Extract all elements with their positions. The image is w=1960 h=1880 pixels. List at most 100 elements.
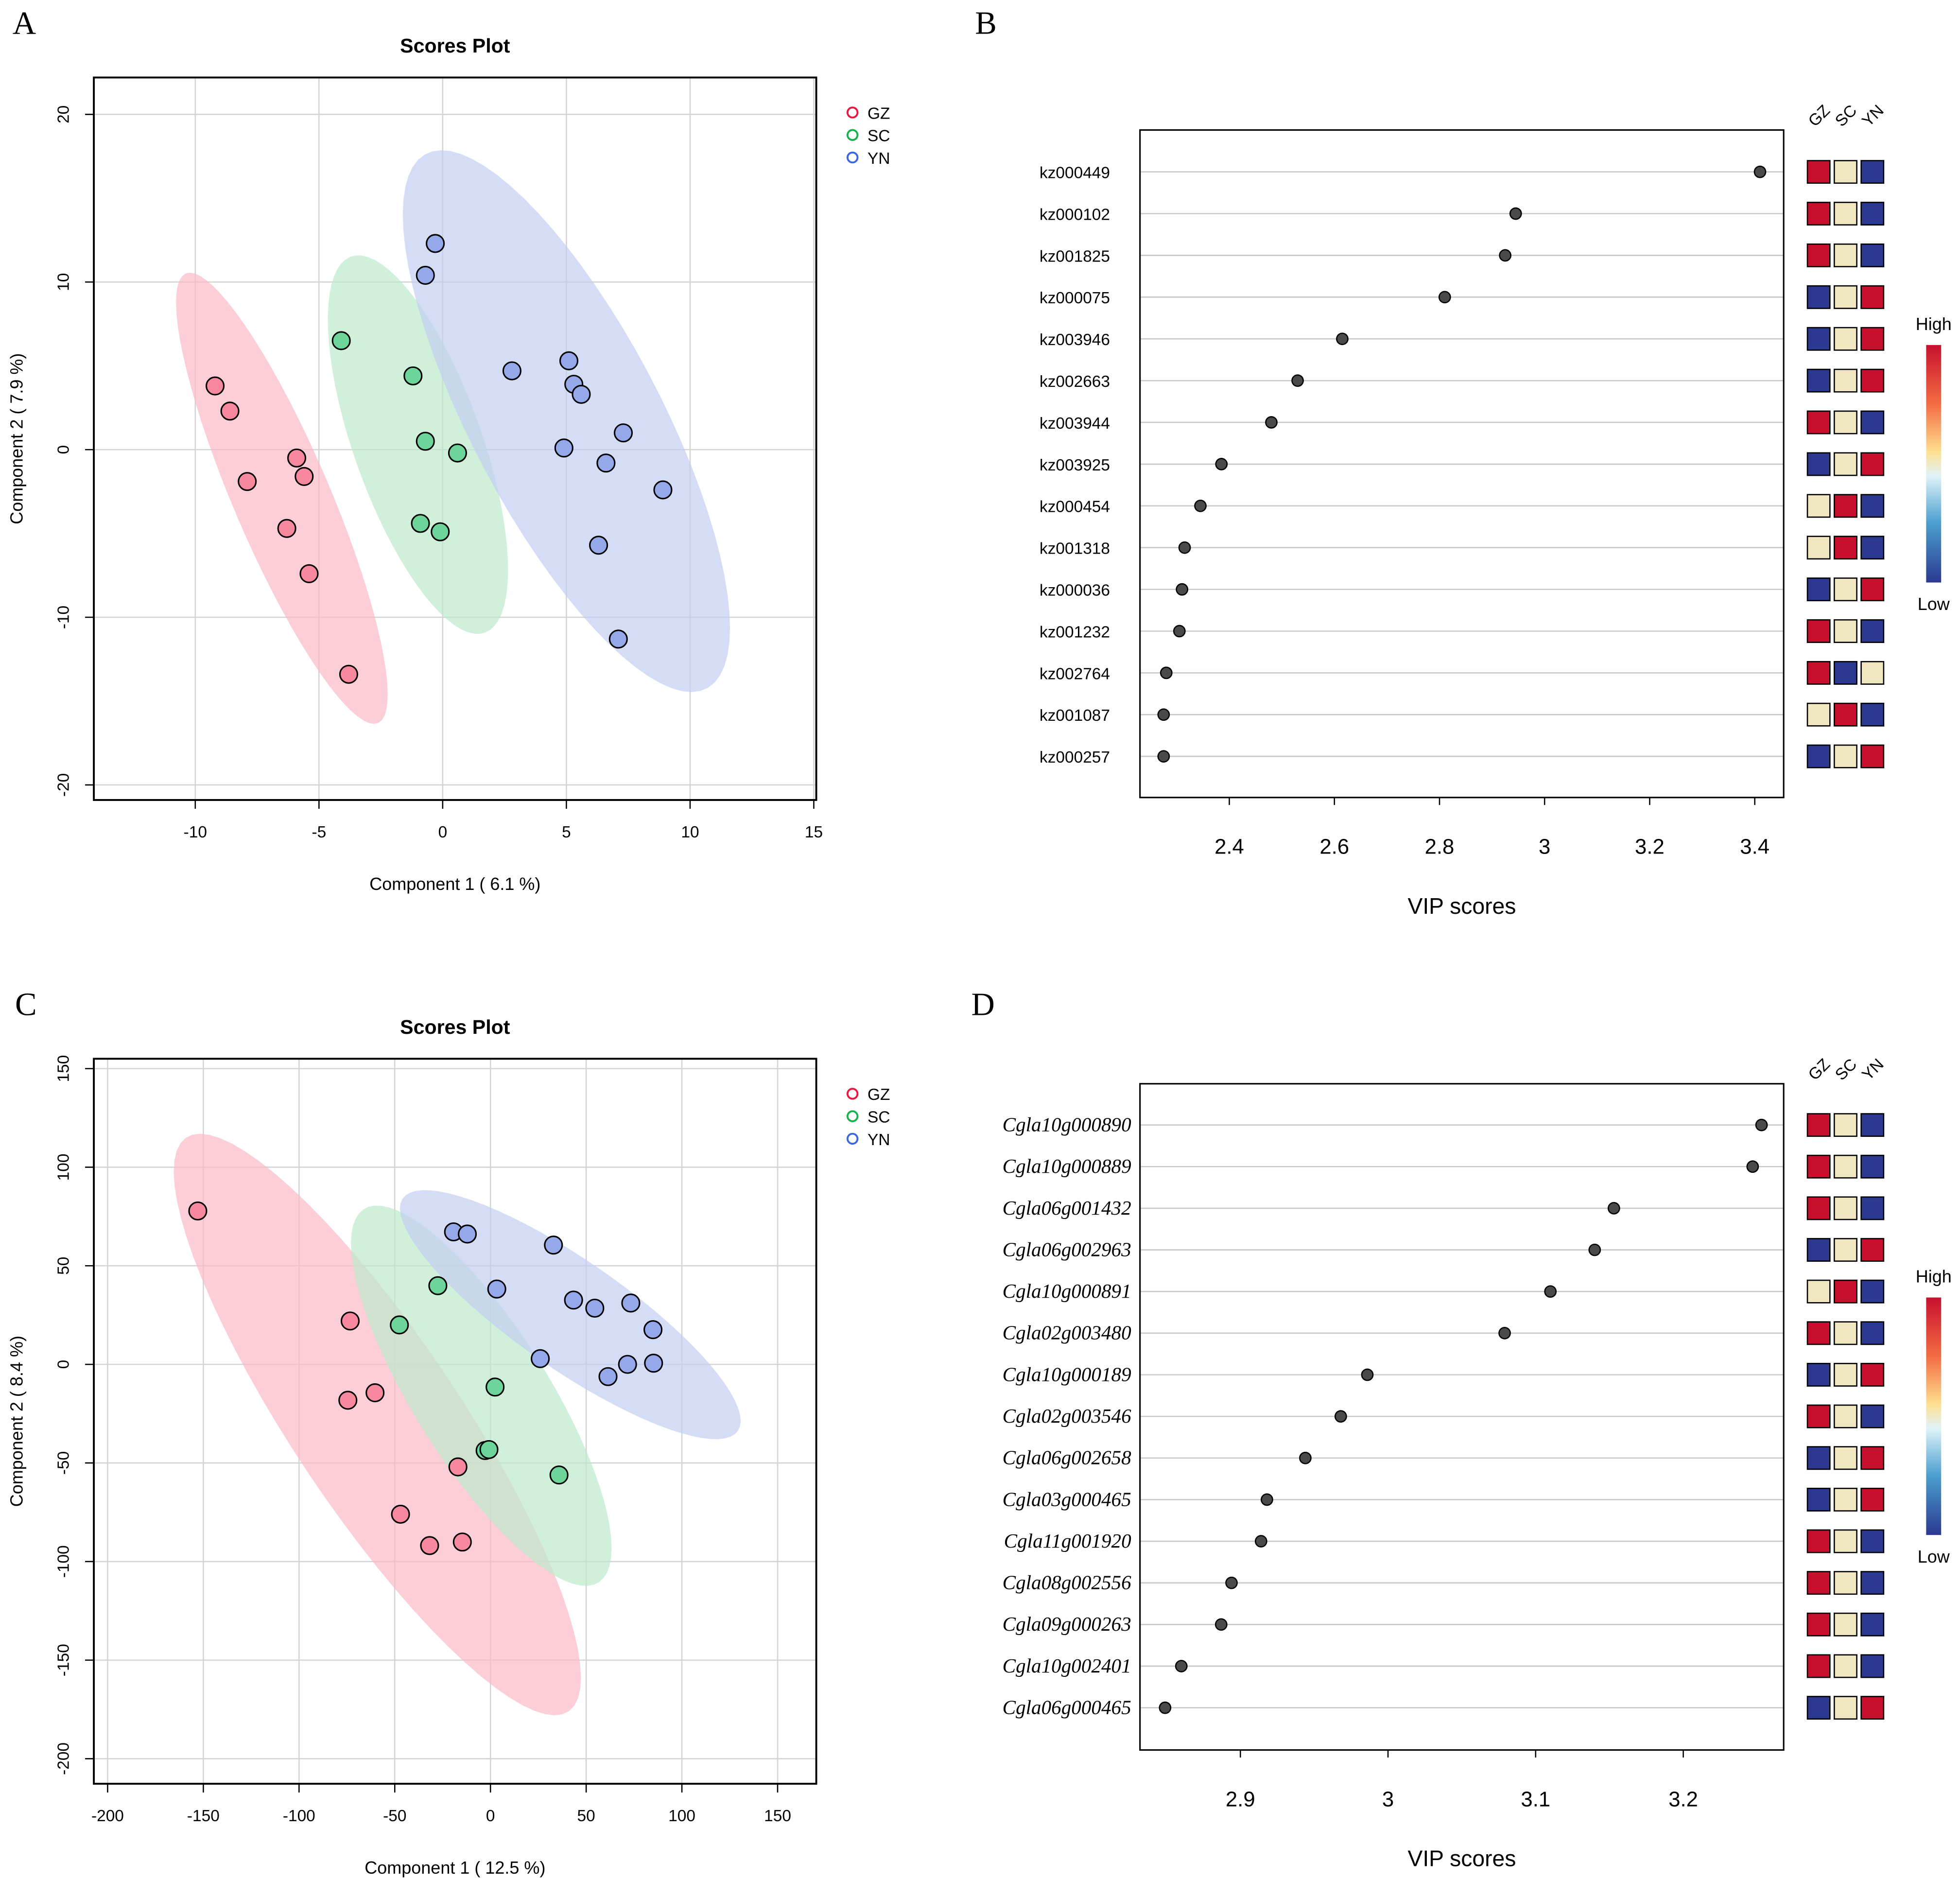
- plot-frame: [1139, 1083, 1785, 1751]
- vip-point: [1499, 249, 1511, 262]
- data-point-yn: [653, 480, 673, 500]
- vip-point: [1265, 416, 1278, 429]
- feature-label: Cgla10g000889: [1003, 1155, 1131, 1177]
- heatmap-cell-gz: [1806, 744, 1831, 768]
- y-axis-label: Component 2 ( 8.4 %): [6, 1336, 26, 1507]
- x-tick-label: -50: [383, 1807, 406, 1825]
- feature-label: kz001232: [1040, 623, 1110, 641]
- x-tick-label: -200: [91, 1807, 124, 1825]
- data-point-yn: [644, 1354, 663, 1373]
- vip-point: [1254, 1535, 1267, 1548]
- feature-label: kz001087: [1040, 707, 1110, 725]
- confidence-ellipse-gz: [173, 1133, 581, 1716]
- heatmap-cell-yn: [1860, 1654, 1885, 1678]
- vip-point: [1178, 541, 1191, 554]
- feature-label: kz002663: [1040, 373, 1110, 391]
- heatmap-cell-sc: [1834, 1154, 1857, 1179]
- data-point-sc: [428, 1276, 448, 1295]
- data-point-yn: [596, 453, 616, 473]
- vip-point: [1746, 1160, 1759, 1173]
- x-tick-label: 3: [1382, 1787, 1394, 1811]
- vip-point: [1215, 458, 1228, 470]
- data-point-gz: [287, 448, 307, 468]
- data-point-yn: [608, 629, 628, 649]
- heatmap-cell-sc: [1834, 744, 1857, 768]
- colorbar-high-label: High: [1916, 1267, 1952, 1287]
- heatmap-cell-yn: [1860, 494, 1885, 518]
- heatmap-cell-yn: [1860, 1571, 1885, 1595]
- data-point-yn: [618, 1355, 637, 1374]
- vip-point: [1336, 332, 1349, 346]
- legend-marker-yn: [846, 1132, 859, 1145]
- data-point-gz: [339, 664, 358, 684]
- heatmap-column-label-gz: GZ: [1805, 1055, 1834, 1084]
- heatmap-cell-sc: [1834, 368, 1857, 393]
- feature-label: kz000449: [1040, 164, 1110, 182]
- data-point-yn: [502, 361, 521, 381]
- x-tick-label: 3.2: [1635, 835, 1665, 859]
- data-point-yn: [487, 1279, 506, 1299]
- data-point-yn: [585, 1298, 605, 1318]
- feature-label: Cgla02g003480: [1003, 1322, 1131, 1344]
- y-tick-label: -10: [55, 606, 73, 629]
- panel-label-d: D: [971, 986, 994, 1022]
- y-tick-label: -100: [55, 1545, 73, 1578]
- vip-point: [1438, 291, 1451, 304]
- legend-label-yn: YN: [867, 1131, 890, 1149]
- x-tick-label: 100: [668, 1807, 695, 1825]
- heatmap-cell-sc: [1834, 577, 1857, 602]
- vip-point: [1175, 1660, 1188, 1672]
- legend-label-sc: SC: [867, 127, 890, 145]
- heatmap-cell-yn: [1860, 160, 1885, 184]
- heatmap-cell-gz: [1806, 1154, 1831, 1179]
- feature-label: kz003946: [1040, 331, 1110, 349]
- vip-point: [1173, 625, 1186, 638]
- vip-point: [1176, 583, 1189, 596]
- x-tick-label: 5: [562, 823, 571, 841]
- data-point-gz: [340, 1311, 360, 1331]
- heatmap-cell-yn: [1860, 1279, 1885, 1304]
- data-point-yn: [416, 265, 435, 285]
- y-tick-label: -50: [55, 1451, 73, 1475]
- y-tick-label: 0: [55, 1360, 73, 1369]
- heatmap-cell-sc: [1834, 536, 1857, 560]
- data-point-gz: [391, 1504, 410, 1524]
- x-tick-label: 3.4: [1740, 835, 1769, 859]
- heatmap-cell-sc: [1834, 494, 1857, 518]
- x-axis-label: VIP scores: [1407, 1846, 1516, 1871]
- legend-label-gz: GZ: [867, 1086, 890, 1104]
- confidence-ellipse-yn: [402, 150, 730, 692]
- feature-label: Cgla10g000890: [1003, 1113, 1131, 1135]
- heatmap-cell-yn: [1860, 1154, 1885, 1179]
- feature-label: kz001825: [1040, 247, 1110, 265]
- data-point-gz: [365, 1383, 385, 1403]
- legend-label-gz: GZ: [867, 104, 890, 122]
- y-tick-label: 0: [55, 445, 73, 454]
- heatmap-cell-gz: [1806, 1571, 1831, 1595]
- heatmap-cell-sc: [1834, 327, 1857, 351]
- heatmap-cell-gz: [1806, 327, 1831, 351]
- data-point-gz: [188, 1201, 208, 1221]
- heatmap-column-label-yn: YN: [1859, 102, 1888, 130]
- heatmap-cell-sc: [1834, 202, 1857, 226]
- heatmap-cell-sc: [1834, 702, 1857, 727]
- heatmap-cell-sc: [1834, 1196, 1857, 1220]
- x-tick-label: 2.6: [1319, 835, 1349, 859]
- heatmap-cell-gz: [1806, 536, 1831, 560]
- feature-label: Cgla06g002658: [1003, 1446, 1131, 1469]
- data-point-yn: [531, 1349, 550, 1368]
- heatmap-cell-sc: [1834, 1238, 1857, 1262]
- heatmap-cell-sc: [1834, 1571, 1857, 1595]
- feature-label: Cgla03g000465: [1003, 1488, 1131, 1510]
- data-point-yn: [572, 384, 591, 404]
- x-tick-label: 15: [805, 823, 823, 841]
- x-tick-label: 2.9: [1226, 1787, 1255, 1811]
- colorbar: [1926, 345, 1942, 583]
- heatmap-cell-sc: [1834, 285, 1857, 309]
- heatmap-cell-yn: [1860, 661, 1885, 685]
- data-point-yn: [544, 1236, 563, 1255]
- feature-label: Cgla10g000189: [1003, 1363, 1131, 1385]
- heatmap-cell-sc: [1834, 1487, 1857, 1512]
- confidence-ellipse-sc: [351, 1205, 612, 1586]
- data-point-gz: [452, 1532, 472, 1552]
